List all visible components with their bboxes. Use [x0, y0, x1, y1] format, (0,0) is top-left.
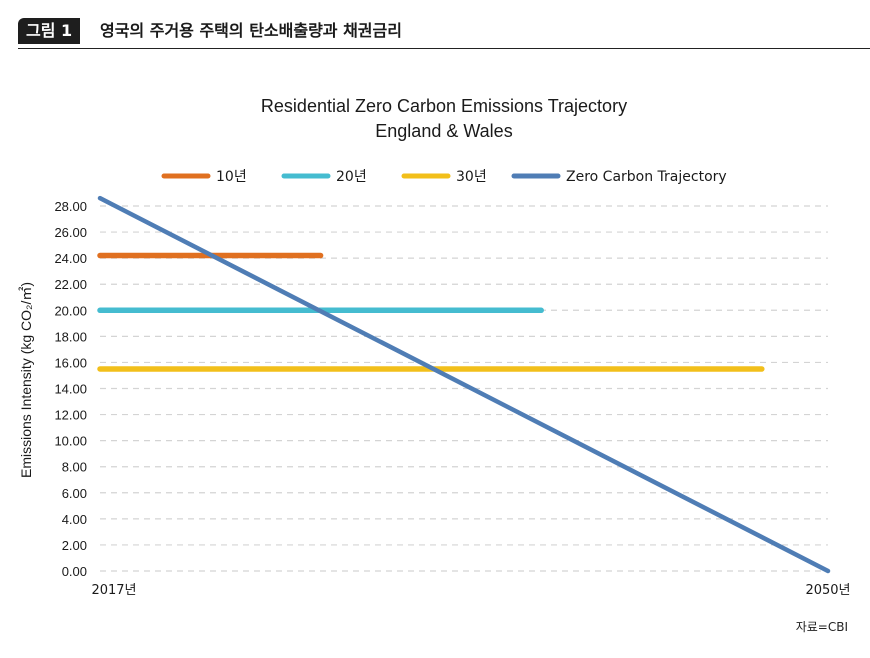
y-axis-label: Emissions Intensity (kg CO₂/㎡)	[18, 282, 34, 478]
figure-header: 그림 1 영국의 주거용 주택의 탄소배출량과 채권금리	[18, 18, 870, 49]
legend-label-4: Zero Carbon Trajectory	[566, 169, 727, 185]
y-tick-label: 26.00	[54, 225, 87, 240]
y-tick-label: 28.00	[54, 199, 87, 214]
y-tick-label: 18.00	[54, 329, 87, 344]
y-tick-label: 2.00	[62, 538, 87, 553]
source-note: 자료=CBI	[795, 620, 848, 634]
y-tick-label: 8.00	[62, 460, 87, 475]
y-tick-label: 24.00	[54, 251, 87, 266]
x-tick-label: 2050년	[805, 583, 850, 598]
figure-title: 영국의 주거용 주택의 탄소배출량과 채권금리	[100, 21, 402, 40]
y-tick-label: 20.00	[54, 303, 87, 318]
y-tick-label: 0.00	[62, 564, 87, 579]
figure-badge: 그림 1	[18, 18, 81, 44]
grid-lines	[100, 205, 828, 572]
y-tick-label: 14.00	[54, 382, 87, 397]
legend-label-3: 30년	[456, 169, 487, 185]
y-tick-label: 22.00	[54, 277, 87, 292]
legend: 10년 20년 30년 Zero Carbon Trajectory	[161, 169, 727, 185]
y-tick-label: 10.00	[54, 434, 87, 449]
legend-label-1: 10년	[216, 169, 247, 185]
chart-subtitle: England & Wales	[375, 121, 512, 141]
y-tick-label: 16.00	[54, 355, 87, 370]
legend-label-2: 20년	[336, 169, 367, 185]
chart-title: Residential Zero Carbon Emissions Trajec…	[261, 96, 627, 116]
x-tick-label: 2017년	[91, 583, 136, 598]
y-tick-labels: 0.00 2.00 4.00 6.00 8.00 10.00 12.00 14.00 16.00…	[54, 199, 87, 579]
series-line-4	[97, 195, 831, 574]
series-lines	[97, 195, 831, 574]
x-tick-labels: 2017년 2050년	[91, 583, 850, 598]
y-tick-label: 4.00	[62, 512, 87, 527]
y-tick-label: 6.00	[62, 486, 87, 501]
y-tick-label: 12.00	[54, 408, 87, 423]
